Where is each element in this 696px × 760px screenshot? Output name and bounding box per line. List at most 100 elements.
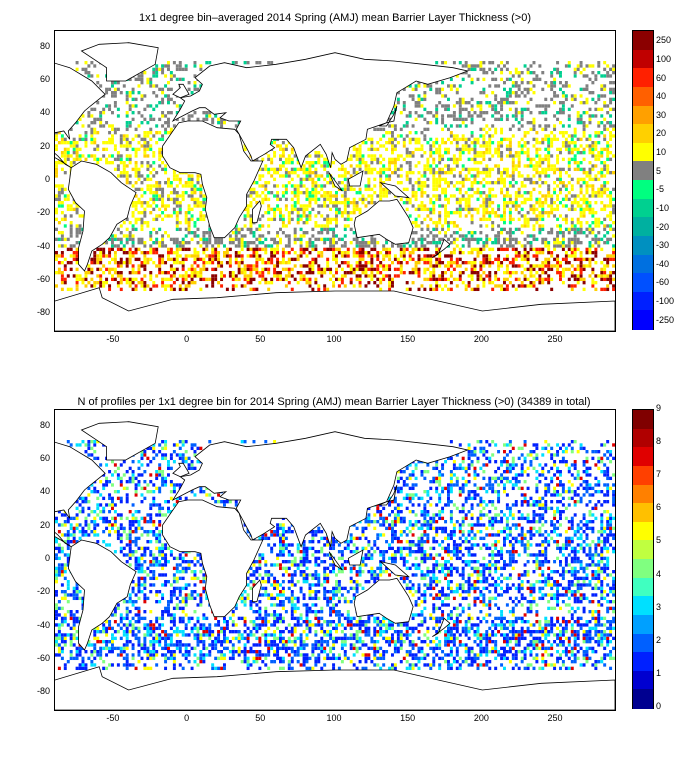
top-cell — [547, 247, 551, 252]
top-cell — [211, 261, 215, 265]
top-cell — [178, 177, 182, 182]
top-cell — [281, 174, 285, 178]
bottom-cell — [113, 516, 117, 521]
top-cell — [441, 127, 445, 132]
bottom-cell — [84, 650, 88, 654]
top-cell — [199, 201, 203, 205]
top-cell — [579, 211, 583, 215]
top-colorbar-segment — [633, 31, 653, 51]
bottom-cell — [55, 570, 58, 574]
top-cell — [470, 104, 474, 108]
top-cell — [464, 284, 468, 288]
top-cell — [190, 91, 194, 95]
top-cell — [343, 261, 347, 265]
top-cell — [553, 181, 557, 185]
top-cell — [503, 227, 506, 232]
top-cell — [146, 184, 150, 188]
top-cell — [396, 257, 400, 262]
top-cell — [99, 277, 103, 282]
top-cell — [473, 237, 477, 242]
top-cell — [435, 91, 439, 95]
top-cell — [281, 254, 285, 258]
top-cell — [361, 161, 365, 165]
top-cell — [178, 241, 182, 245]
top-cell — [567, 161, 571, 165]
top-cell — [547, 277, 551, 282]
top-cell — [376, 277, 380, 282]
top-cell — [305, 167, 309, 172]
top-cell — [305, 174, 309, 178]
top-cell — [370, 241, 374, 245]
top-cell — [125, 177, 129, 182]
top-cell — [564, 144, 568, 148]
top-cell — [181, 264, 185, 268]
top-cell — [172, 241, 176, 245]
top-cell — [320, 254, 324, 258]
top-cell — [302, 231, 306, 235]
top-cell — [485, 194, 489, 198]
top-cell — [111, 91, 114, 95]
top-cell — [479, 171, 483, 175]
top-cell — [470, 167, 474, 172]
top-cell — [517, 174, 521, 178]
top-cell — [414, 231, 418, 235]
top-cell — [143, 257, 147, 262]
top-cell — [172, 287, 176, 292]
bottom-cell — [69, 636, 73, 641]
top-cell — [373, 167, 377, 172]
bottom-cell — [69, 640, 73, 644]
top-cell — [449, 221, 453, 225]
top-cell — [122, 144, 126, 148]
top-cell — [532, 167, 536, 172]
top-cell — [388, 191, 392, 195]
top-cell — [202, 277, 206, 282]
top-colorbar-segment — [633, 198, 653, 218]
top-cell — [193, 231, 197, 235]
top-cell — [479, 224, 483, 228]
top-cell — [358, 187, 362, 192]
top-cell — [184, 191, 188, 195]
top-cell — [438, 147, 442, 152]
top-cell — [470, 267, 474, 272]
top-cell — [588, 204, 592, 208]
top-cell — [78, 274, 82, 278]
top-cell — [402, 254, 406, 258]
top-cell — [293, 201, 297, 205]
top-cell — [196, 217, 200, 222]
top-cell — [281, 231, 285, 235]
top-cell — [181, 247, 185, 252]
top-cell — [573, 131, 577, 135]
top-cell — [547, 257, 551, 262]
top-cell — [541, 194, 545, 198]
top-cell — [279, 271, 282, 275]
top-cell — [482, 261, 486, 265]
top-cell — [411, 87, 415, 92]
bottom-cell — [81, 440, 85, 444]
top-cell — [449, 124, 453, 128]
top-cell — [438, 161, 442, 165]
top-cell — [482, 257, 486, 262]
top-cell — [420, 144, 424, 148]
bottom-cell — [81, 500, 85, 504]
top-cell — [455, 117, 459, 122]
bottom-cell — [113, 503, 117, 507]
top-cell — [594, 221, 598, 225]
top-cell — [564, 197, 568, 202]
top-cell — [323, 167, 327, 172]
top-cell — [346, 217, 350, 222]
top-cell — [102, 107, 106, 112]
bottom-cell — [66, 520, 70, 524]
top-cell — [488, 147, 492, 152]
top-cell — [355, 171, 359, 175]
top-cell — [284, 277, 288, 282]
top-cell — [140, 114, 144, 118]
top-cell — [500, 71, 504, 75]
top-cell — [175, 237, 179, 242]
top-cell — [541, 171, 545, 175]
top-cell — [467, 201, 471, 205]
top-cell — [175, 174, 179, 178]
top-cell — [529, 284, 533, 288]
top-cell — [172, 101, 176, 105]
top-cell — [190, 114, 194, 118]
top-cell — [337, 247, 341, 252]
